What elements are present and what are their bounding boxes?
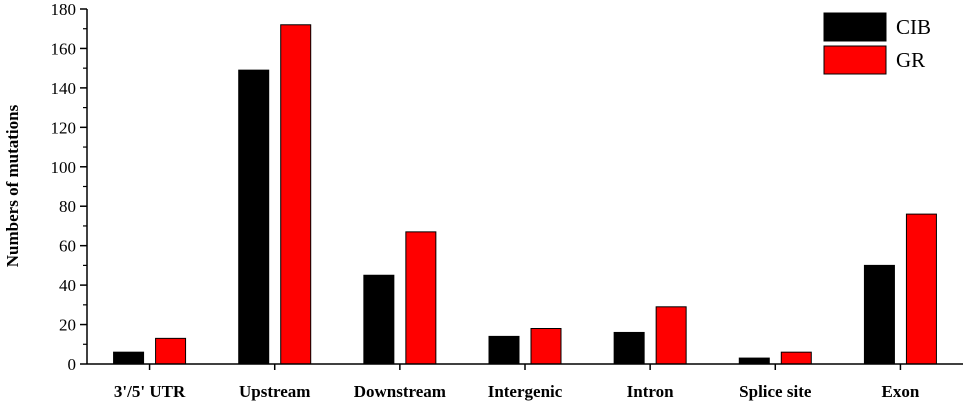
bar-cib-2 — [363, 274, 395, 365]
bar-gr-6 — [905, 213, 937, 365]
legend-swatch-gr — [823, 45, 887, 75]
bar-cib-4 — [613, 331, 645, 365]
y-axis-title: Numbers of mutations — [3, 104, 22, 267]
bar-gr-3 — [530, 328, 562, 365]
y-tick-label: 60 — [59, 237, 76, 256]
axes-group: 0 20 40 60 80 100 120 140 160 180 3'/5' UTR Upstrea… — [51, 0, 963, 401]
x-tick-label: Intron — [627, 382, 674, 401]
bar-cib-6 — [863, 264, 895, 365]
bar-cib-5 — [738, 357, 770, 365]
y-tick-label: 180 — [51, 0, 77, 19]
x-tick-label: Downstream — [354, 382, 446, 401]
bar-cib-1 — [238, 69, 270, 365]
bar-gr-4 — [655, 306, 687, 365]
y-tick-label: 100 — [51, 158, 77, 177]
x-tick-label: Upstream — [239, 382, 310, 401]
x-tick-label: Splice site — [739, 382, 812, 401]
bar-gr-2 — [405, 231, 437, 365]
legend-label-gr: GR — [896, 48, 925, 72]
legend-label-cib: CIB — [896, 15, 931, 39]
legend: CIB GR — [823, 12, 931, 75]
y-tick-label: 160 — [51, 39, 77, 58]
x-tick-label: Intergenic — [488, 382, 563, 401]
y-tick-label: 0 — [68, 355, 77, 374]
y-tick-label: 120 — [51, 118, 77, 137]
y-tick-label: 80 — [59, 197, 76, 216]
x-tick-label: Exon — [882, 382, 920, 401]
bar-gr-5 — [780, 351, 812, 365]
y-tick-label: 140 — [51, 79, 77, 98]
y-tick-label: 40 — [59, 276, 76, 295]
x-tick-label: 3'/5' UTR — [114, 382, 186, 401]
y-tick-label: 20 — [59, 316, 76, 335]
bar-cib-0 — [113, 351, 145, 365]
legend-swatch-cib — [823, 12, 887, 42]
bar-gr-0 — [155, 337, 187, 365]
bar-gr-1 — [280, 24, 312, 365]
bars-group — [113, 24, 937, 365]
bar-cib-3 — [488, 335, 520, 365]
